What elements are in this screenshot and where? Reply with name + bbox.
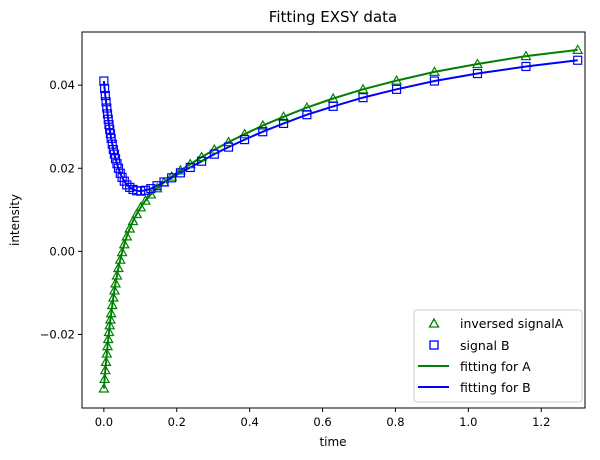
data-point-a (99, 373, 111, 384)
data-point-b (391, 84, 402, 94)
data-point-b (185, 162, 195, 173)
data-point-a (127, 215, 139, 226)
y-tick-label: −0.02 (40, 327, 75, 341)
data-point-a (391, 74, 403, 85)
x-tick-label: 1.0 (459, 415, 477, 429)
data-point-a (110, 277, 122, 288)
data-point-b (258, 127, 268, 137)
data-point-b (107, 139, 117, 149)
data-point-a (572, 44, 584, 54)
data-point-b (328, 101, 338, 111)
data-point-a (124, 222, 136, 233)
x-axis: 0.0 0.2 0.4 0.6 0.8 1.0 1.2 (95, 408, 550, 429)
data-point-b (100, 90, 110, 101)
data-point-a (196, 151, 208, 162)
data-point-b (125, 182, 135, 192)
data-point-b (136, 186, 146, 196)
legend-label-b: signal B (460, 338, 510, 353)
data-point-a (208, 143, 220, 154)
data-point-a (257, 119, 269, 130)
data-point-b (102, 103, 112, 113)
data-point-a (174, 164, 186, 175)
data-point-b (302, 110, 312, 120)
data-point-a (111, 269, 123, 280)
plot-area (98, 44, 584, 393)
data-point-a (114, 253, 126, 264)
data-point-a (139, 194, 151, 205)
plot-frame (81, 31, 586, 409)
data-point-b (140, 185, 151, 195)
x-tick-label: 0.4 (241, 415, 259, 429)
data-point-a (278, 111, 290, 121)
data-point-a (101, 340, 114, 351)
x-tick-label: 1.2 (532, 415, 550, 429)
data-point-b (196, 156, 207, 166)
data-point-b (472, 68, 483, 79)
data-point-a (105, 307, 117, 318)
legend-triangle-icon (428, 317, 440, 328)
data-point-a (116, 246, 128, 257)
x-axis-label: time (319, 435, 346, 449)
legend-box (413, 309, 583, 403)
legend: inversed signalA signal B fitting for A … (413, 309, 583, 403)
data-point-a (107, 291, 119, 302)
data-point-a (166, 170, 178, 181)
data-point-b (278, 118, 289, 129)
data-point-b (175, 168, 186, 178)
data-point-a (106, 299, 118, 310)
data-point-a (102, 333, 114, 344)
data-point-a (100, 356, 112, 366)
data-point-b (573, 55, 583, 65)
legend-label-fit-b: fitting for B (460, 380, 531, 395)
y-axis: −0.02 0.00 0.02 0.04 (40, 78, 82, 341)
data-point-a (104, 313, 116, 324)
data-point-b (167, 173, 177, 183)
data-point-a (103, 326, 115, 337)
data-point-a (112, 262, 124, 273)
data-point-b (103, 114, 113, 124)
data-point-a (118, 238, 130, 249)
data-point-b (223, 142, 234, 152)
y-tick-label: 0.02 (49, 161, 75, 175)
data-point-a (135, 201, 147, 212)
x-tick-label: 0.8 (386, 415, 404, 429)
fit-line-3 (102, 59, 578, 193)
y-tick-label: 0.04 (49, 78, 75, 92)
legend-square-icon (429, 340, 439, 350)
x-tick-label: 0.0 (95, 415, 113, 429)
data-point-b (101, 97, 111, 107)
data-point-a (357, 83, 369, 94)
x-tick-label: 0.6 (313, 415, 331, 429)
data-point-a (520, 50, 532, 61)
data-point-b (239, 135, 250, 145)
data-point-a (108, 284, 120, 295)
data-point-a (131, 208, 143, 219)
data-point-a (99, 364, 111, 375)
data-point-b (99, 83, 110, 94)
data-point-a (471, 58, 484, 69)
legend-label-fit-a: fitting for A (460, 359, 531, 374)
data-point-a (239, 128, 251, 139)
data-point-b (358, 93, 368, 103)
data-point-b (106, 133, 116, 143)
data-point-b (209, 149, 219, 159)
data-point-b (429, 76, 440, 86)
data-point-b (113, 163, 124, 173)
data-point-b (146, 184, 156, 194)
x-tick-label: 0.2 (168, 415, 186, 429)
data-point-b (521, 61, 531, 72)
data-point-b (102, 109, 113, 119)
data-point-a (121, 230, 133, 241)
data-point-a (223, 136, 235, 147)
chart-title: Fitting EXSY data (269, 8, 397, 26)
y-tick-label: 0.00 (49, 244, 75, 258)
data-point-a (428, 66, 440, 76)
y-axis-label: intensity (8, 194, 22, 246)
data-point-b (110, 154, 121, 164)
legend-label-a: inversed signalA (460, 316, 564, 331)
data-point-a (104, 319, 116, 330)
data-point-a (98, 382, 110, 393)
data-point-a (101, 347, 113, 358)
